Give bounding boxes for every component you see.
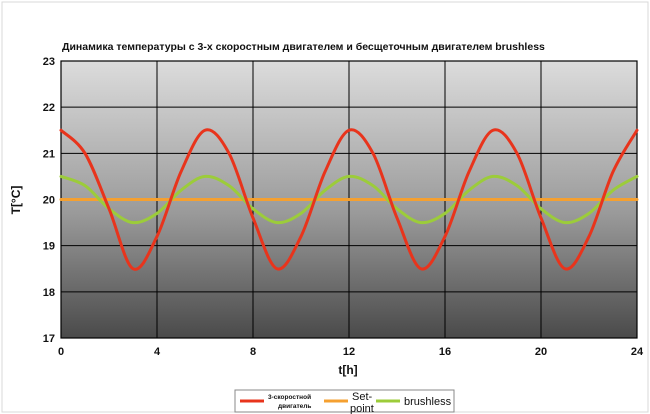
legend-label-brushless: brushless: [404, 396, 452, 408]
y-tick-label: 20: [43, 195, 55, 207]
x-tick-label: 12: [343, 346, 355, 358]
y-tick-label: 19: [43, 241, 55, 253]
chart-title: Динамика температуры с 3-х скоростным дв…: [62, 41, 545, 53]
series-line-3speed: [59, 128, 639, 271]
series-lines: [59, 128, 639, 271]
legend-label-setpoint-line2: point: [350, 403, 374, 414]
legend-label-3speed-line2: двигатель: [278, 403, 311, 410]
x-tick-label: 4: [154, 346, 161, 358]
y-tick-label: 22: [43, 102, 55, 114]
series-line-brushless: [59, 174, 639, 225]
x-tick-label: 16: [439, 346, 451, 358]
legend: 3-скоростной двигатель Set- point brushl…: [234, 389, 455, 414]
x-tick-label: 0: [58, 346, 64, 358]
legend-label-setpoint-line1: Set-: [352, 391, 373, 403]
y-tick-label: 23: [43, 56, 55, 68]
y-tick-label: 18: [43, 287, 55, 299]
x-tick-label: 24: [631, 346, 644, 358]
x-tick-label: 20: [535, 346, 547, 358]
x-axis-label: t[h]: [338, 363, 357, 377]
x-tick-label: 8: [250, 346, 256, 358]
legend-label-3speed-line1: 3-скоростной: [268, 393, 311, 401]
y-axis-label: T[°C]: [9, 186, 23, 215]
y-tick-label: 21: [43, 148, 55, 160]
y-tick-label: 17: [43, 333, 55, 345]
